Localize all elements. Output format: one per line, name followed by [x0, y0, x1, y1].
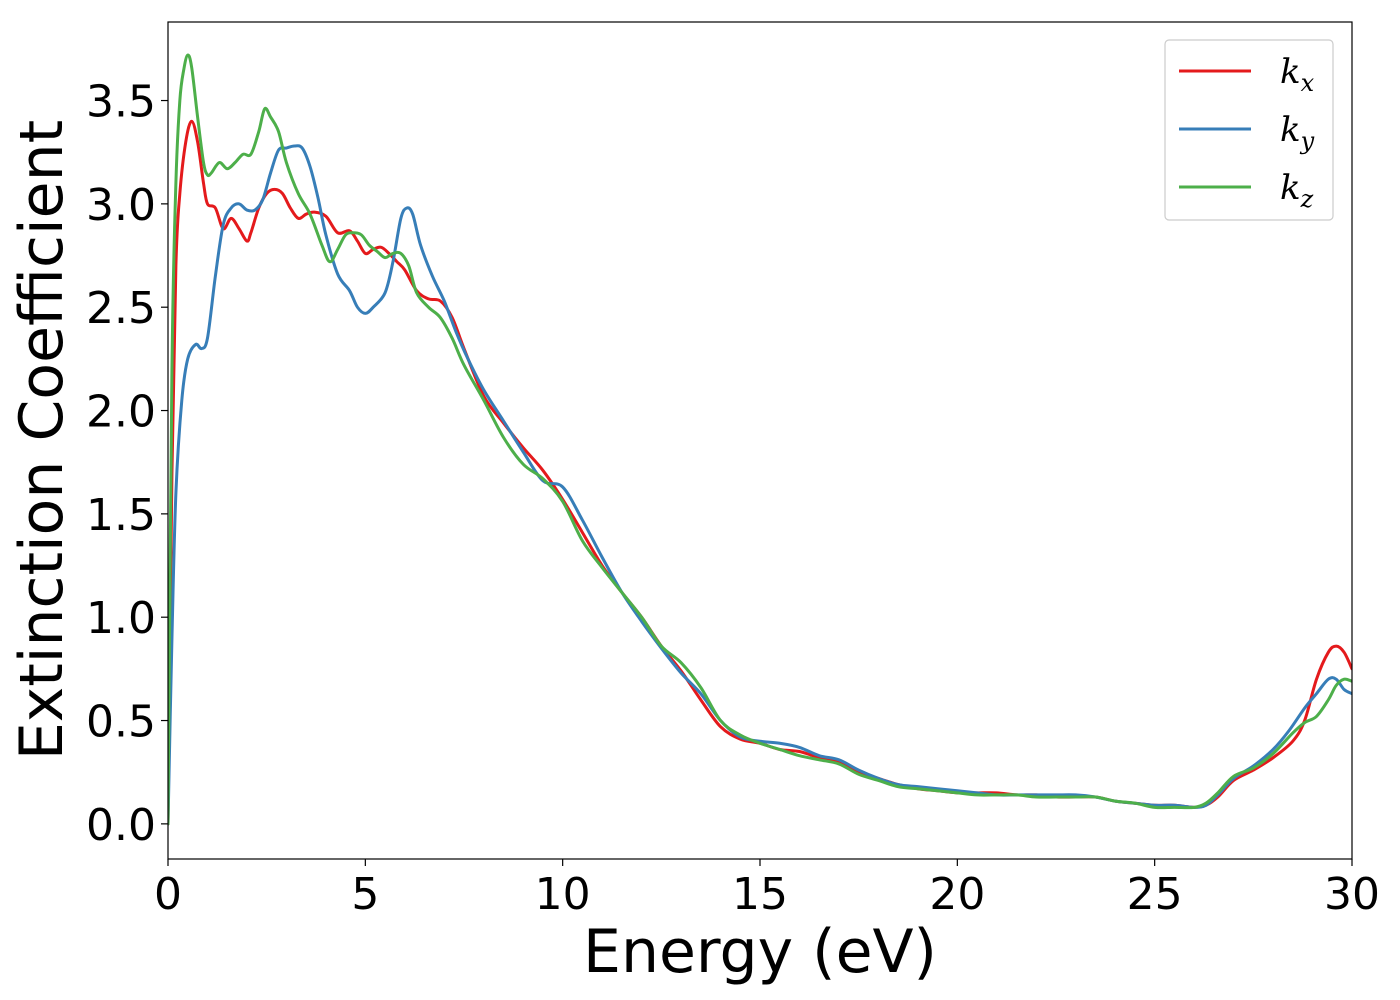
x-tick-label: 25 [1127, 869, 1183, 920]
y-tick-label: 2.5 [86, 283, 156, 334]
plot-background [168, 22, 1352, 859]
y-tick-label: 0.0 [86, 800, 156, 851]
x-tick-label: 10 [535, 869, 591, 920]
x-tick-label: 5 [351, 869, 379, 920]
x-tick-label: 30 [1324, 869, 1380, 920]
y-axis: 0.0 0.5 1.0 1.5 2.0 2.5 3.0 3.5 [86, 77, 168, 851]
legend-label-ky: ky [1280, 110, 1315, 155]
y-tick-label: 1.0 [86, 593, 156, 644]
y-tick-label: 1.5 [86, 490, 156, 541]
y-tick-label: 3.0 [86, 180, 156, 231]
legend-label-kz: kz [1280, 168, 1314, 213]
x-tick-label: 15 [732, 869, 788, 920]
legend-label-kx: kx [1280, 52, 1315, 97]
y-axis-title: Extinction Coefficient [7, 120, 77, 760]
x-axis: 0 5 10 15 20 25 30 [154, 859, 1380, 920]
series-layer [168, 53, 1352, 826]
x-tick-label: 0 [154, 869, 182, 920]
x-tick-label: 20 [929, 869, 985, 920]
y-tick-label: 3.5 [86, 77, 156, 128]
series-line-kz [168, 53, 1352, 826]
x-axis-title: Energy (eV) [583, 917, 937, 987]
y-tick-label: 2.0 [86, 387, 156, 438]
y-tick-label: 0.5 [86, 697, 156, 748]
legend: kx ky kz [1164, 39, 1334, 221]
